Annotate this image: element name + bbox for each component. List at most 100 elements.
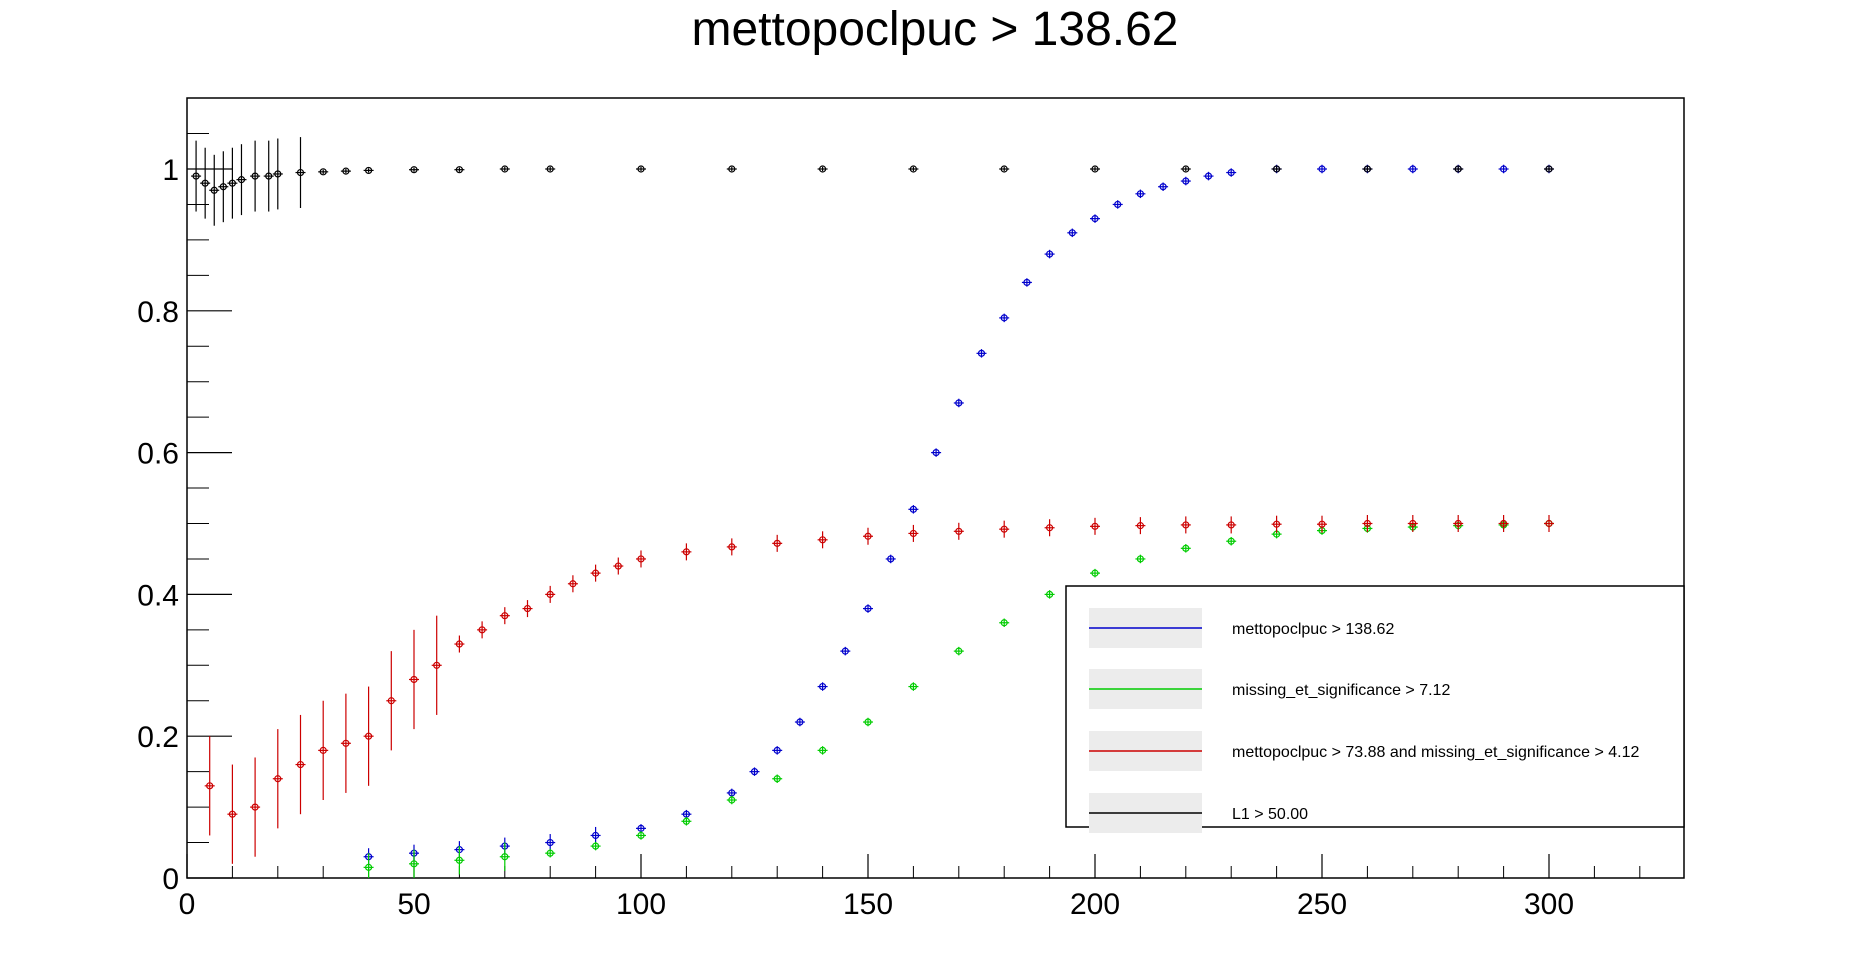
series-2 (204, 514, 1554, 864)
x-tick-label: 250 (1297, 888, 1347, 921)
data-point (1068, 229, 1076, 237)
axes: 0 50 100 150 200 250 300 0 0.2 0.4 0.6 0.8 1 (137, 133, 1641, 921)
data-point (433, 661, 441, 669)
y-tick-label: 1 (162, 154, 179, 187)
y-tick-label: 0.4 (137, 579, 179, 612)
data-point (728, 543, 736, 551)
data-point (1363, 165, 1372, 173)
data-point (1182, 521, 1190, 529)
data-point (977, 349, 986, 357)
data-point (750, 768, 759, 776)
data-point (201, 179, 209, 187)
y-tick-label: 0.8 (137, 296, 179, 329)
data-point (319, 746, 327, 754)
y-tick-label: 0 (162, 863, 179, 896)
data-point (773, 775, 781, 783)
x-tick-label: 200 (1070, 888, 1120, 921)
data-point (1045, 524, 1054, 532)
data-point (1114, 200, 1122, 209)
data-point (501, 165, 509, 173)
series-3 (191, 137, 1554, 226)
data-point (228, 810, 236, 818)
data-point (569, 580, 577, 588)
legend-label: missing_et_significance > 7.12 (1232, 682, 1450, 699)
data-point (955, 647, 963, 655)
data-point (591, 842, 600, 850)
data-point (614, 562, 622, 570)
data-point (1000, 314, 1008, 322)
data-point (296, 760, 305, 769)
legend-label: mettopoclpuc > 73.88 and missing_et_sign… (1232, 744, 1639, 761)
data-point (410, 675, 418, 684)
data-point (1409, 519, 1417, 528)
data-point (192, 172, 200, 180)
data-point (1091, 569, 1099, 577)
x-tick-label: 300 (1524, 888, 1574, 921)
data-point (1000, 619, 1008, 627)
data-point (228, 179, 236, 187)
y-tick-label: 0.2 (137, 721, 179, 754)
data-point (1182, 165, 1190, 173)
data-point (1272, 520, 1281, 528)
data-point (637, 831, 645, 840)
data-point (1499, 519, 1508, 528)
data-point (955, 527, 963, 535)
x-tick-label: 100 (616, 888, 666, 921)
data-point (410, 860, 418, 868)
x-tick-label: 50 (397, 888, 430, 921)
data-point (1318, 165, 1326, 173)
data-point (501, 612, 509, 620)
data-point (841, 647, 849, 655)
data-point (478, 626, 486, 634)
data-point (1000, 525, 1008, 533)
data-point (591, 831, 600, 840)
data-point (365, 732, 373, 740)
data-point (210, 186, 218, 194)
data-point (1091, 522, 1099, 530)
data-point (887, 555, 895, 563)
data-point (546, 590, 554, 599)
data-point (1091, 215, 1099, 223)
data-point (1136, 522, 1145, 530)
data-point (1159, 183, 1167, 191)
data-point (546, 838, 554, 847)
data-point (955, 399, 963, 407)
data-point (682, 817, 691, 825)
chart-title: mettopoclpuc > 138.62 (691, 3, 1178, 56)
data-point (864, 718, 872, 726)
data-point (728, 165, 736, 173)
data-point (1136, 555, 1145, 563)
data-point (251, 803, 259, 811)
data-point (909, 682, 918, 691)
data-point (237, 176, 246, 184)
data-point (796, 718, 804, 726)
data-point (1045, 250, 1054, 258)
data-point (251, 172, 259, 180)
data-point (864, 532, 872, 540)
data-point (365, 863, 373, 871)
data-point (219, 183, 227, 191)
data-point (342, 167, 350, 175)
data-point (501, 853, 509, 861)
data-point (728, 796, 736, 804)
data-point (637, 555, 645, 563)
data-point (1023, 278, 1031, 287)
data-point (410, 166, 418, 174)
data-point (455, 166, 463, 174)
data-point (1454, 165, 1462, 173)
x-tick-label: 0 (179, 888, 196, 921)
data-point (1318, 520, 1326, 528)
data-point (818, 536, 827, 544)
data-point (818, 165, 827, 173)
data-point (1499, 165, 1508, 173)
data-point (909, 165, 918, 173)
legend-label: L1 > 50.00 (1232, 806, 1308, 823)
data-point (773, 746, 781, 754)
data-point (1454, 519, 1462, 528)
data-point (546, 849, 554, 857)
data-point (932, 449, 940, 457)
data-point (1227, 521, 1235, 529)
data-point (682, 548, 691, 556)
data-marks (191, 137, 1554, 878)
